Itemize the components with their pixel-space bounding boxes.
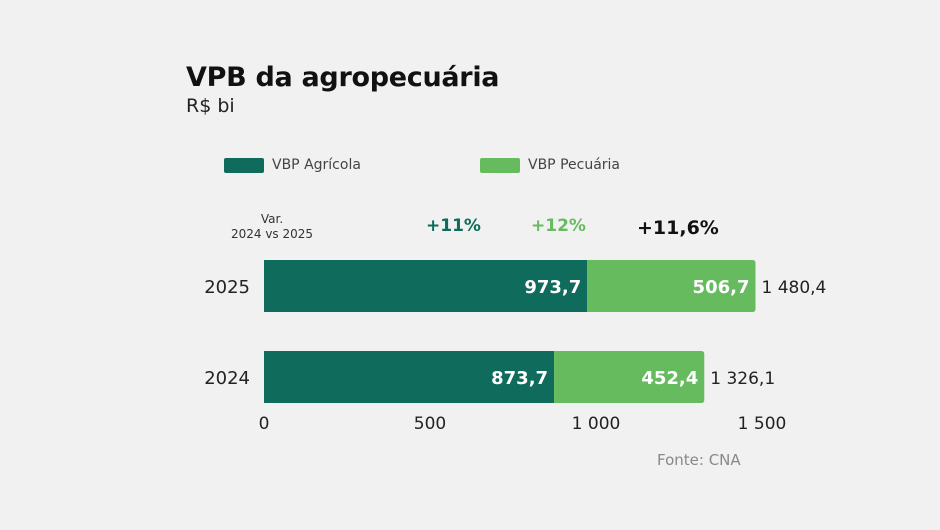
- variation-agricola: +11%: [426, 216, 481, 236]
- source-note: Fonte: CNA: [657, 451, 741, 469]
- chart-subtitle: R$ bi: [186, 95, 235, 117]
- bar-segment-agricola-2024: [264, 351, 555, 403]
- category-label-2025: 2025: [204, 277, 250, 298]
- x-tick-label: 500: [414, 414, 446, 434]
- variation-total: +11,6%: [637, 217, 719, 239]
- total-label-2024: 1 326,1: [710, 369, 775, 389]
- data-label-agricola-2025: 973,7: [524, 277, 581, 298]
- bar-segment-pecuaria-2024: [554, 351, 705, 403]
- legend-label-pecuaria: VBP Pecuária: [528, 157, 621, 173]
- data-label-pecuaria-2025: 506,7: [693, 277, 750, 298]
- chart-title: VPB da agropecuária: [186, 62, 500, 93]
- variation-pecuaria: +12%: [531, 216, 586, 236]
- x-tick-label: 1 000: [572, 414, 621, 434]
- category-label-2024: 2024: [204, 368, 250, 389]
- bar-segment-pecuaria-2025: [587, 260, 756, 312]
- legend-swatch-pecuaria: [480, 157, 520, 173]
- x-tick-label: 1 500: [738, 414, 787, 434]
- total-label-2025: 1 480,4: [761, 278, 826, 298]
- variation-label: Var. 2024 vs 2025: [222, 212, 322, 242]
- variation-label-line2: 2024 vs 2025: [230, 227, 314, 241]
- bar-segment-agricola-2025: [264, 260, 588, 312]
- variation-label-line1: Var.: [260, 212, 284, 226]
- x-tick-label: 0: [259, 414, 270, 434]
- data-label-pecuaria-2024: 452,4: [641, 368, 698, 389]
- legend-label-agricola: VBP Agrícola: [272, 157, 361, 173]
- legend-item-pecuaria: VBP Pecuária: [480, 156, 620, 174]
- legend-swatch-agricola: [224, 157, 264, 173]
- legend-item-agricola: VBP Agrícola: [224, 156, 361, 174]
- data-label-agricola-2024: 873,7: [491, 368, 548, 389]
